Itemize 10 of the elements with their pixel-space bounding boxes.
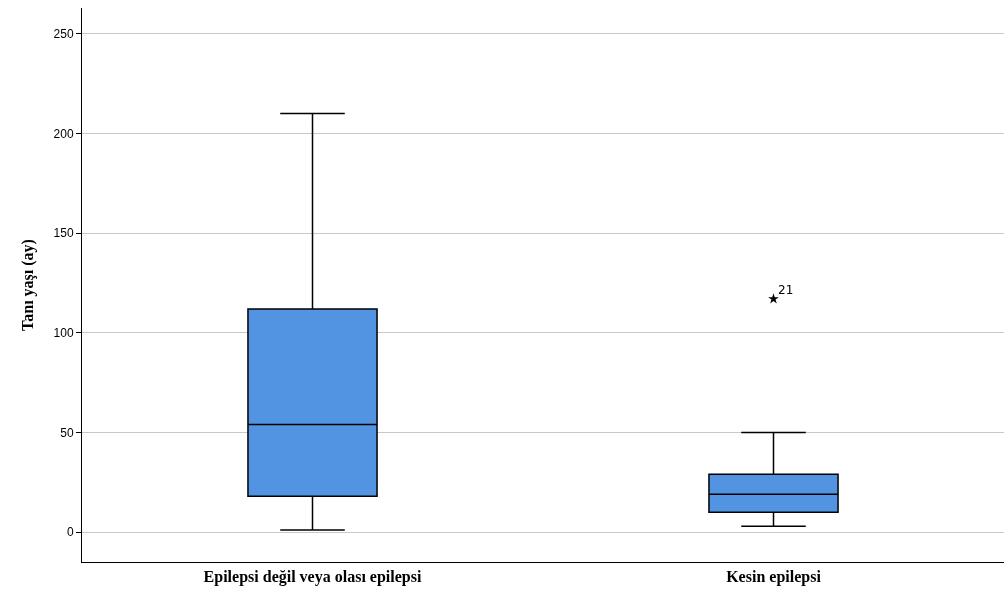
- y-tick-label: 150: [53, 226, 74, 241]
- y-axis-title: Tanı yaşı (ay): [19, 239, 38, 331]
- y-tick-label: 100: [53, 326, 74, 341]
- y-tick-label: 50: [60, 425, 74, 440]
- y-tick-label: 200: [53, 126, 74, 141]
- x-tick-label: Epilepsi değil veya olası epilepsi: [203, 568, 422, 587]
- y-tick-label: 0: [66, 525, 74, 540]
- y-tick-label: 250: [53, 27, 74, 42]
- annotation: 21: [778, 283, 794, 297]
- x-tick-label: Kesin epilepsi: [726, 568, 822, 587]
